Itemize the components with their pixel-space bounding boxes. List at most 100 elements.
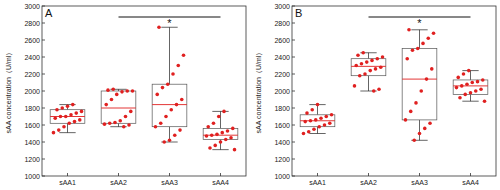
y-tick-label: 2600 (24, 37, 40, 44)
data-point (360, 62, 364, 66)
whisker (470, 71, 471, 80)
data-point (154, 125, 158, 129)
data-point (414, 101, 418, 105)
data-point (409, 110, 413, 114)
data-point (159, 122, 163, 126)
panel-label: A (45, 7, 53, 19)
data-point (178, 128, 182, 132)
whisker-cap (212, 111, 228, 112)
data-point (481, 78, 485, 82)
whisker (368, 76, 369, 91)
data-point (219, 140, 223, 144)
y-tick (42, 159, 45, 160)
data-point (52, 131, 56, 135)
y-tick (292, 91, 295, 92)
median-line (101, 108, 136, 109)
y-tick-label: 2400 (24, 54, 40, 61)
data-point (305, 111, 309, 115)
box (101, 91, 136, 123)
data-point (428, 122, 432, 126)
panel-label: B (295, 7, 302, 19)
data-point (423, 127, 427, 131)
data-point (208, 146, 212, 150)
data-point (418, 132, 422, 136)
whisker (118, 123, 119, 126)
data-point (67, 122, 71, 126)
data-point (416, 47, 420, 51)
y-tick-label: 1200 (274, 156, 290, 163)
data-point (432, 31, 436, 35)
y-tick (42, 108, 45, 109)
data-point (316, 103, 320, 107)
box (402, 49, 437, 120)
data-point (62, 125, 66, 129)
data-point (60, 106, 64, 110)
data-point (356, 54, 360, 58)
y-tick-label: 2800 (274, 20, 290, 27)
whisker (470, 94, 471, 101)
y-tick-label: 1400 (274, 139, 290, 146)
data-point (215, 133, 219, 137)
y-tick-label: 3000 (274, 3, 290, 10)
data-point (419, 89, 423, 93)
data-point (155, 93, 159, 97)
data-point (224, 138, 228, 142)
y-tick (292, 159, 295, 160)
data-point (74, 111, 78, 115)
y-tick-label: 1000 (274, 173, 290, 180)
y-tick-label: 2200 (24, 71, 40, 78)
data-point (212, 122, 216, 126)
data-point (162, 140, 166, 144)
y-tick (42, 91, 45, 92)
data-point (430, 67, 434, 71)
x-tick (470, 173, 471, 176)
y-tick (42, 57, 45, 58)
data-point (226, 129, 230, 133)
marks (300, 28, 488, 142)
x-tick (317, 173, 318, 176)
data-point (213, 144, 217, 148)
data-point (455, 86, 459, 90)
y-tick (292, 142, 295, 143)
data-point (166, 82, 170, 86)
whisker-cap (212, 149, 228, 150)
data-point (483, 99, 487, 103)
data-point (458, 96, 462, 100)
data-point (381, 55, 385, 59)
data-point (411, 48, 415, 52)
data-point (377, 88, 381, 92)
y-tick-label: 1600 (24, 122, 40, 129)
data-point (103, 122, 107, 126)
data-point (425, 77, 429, 81)
y-tick (292, 108, 295, 109)
data-point (53, 116, 57, 120)
data-point (363, 72, 367, 76)
data-point (113, 121, 117, 125)
data-point (407, 28, 411, 32)
x-tick (419, 173, 420, 176)
x-tick (67, 173, 68, 176)
data-point (462, 72, 466, 76)
data-point (59, 115, 63, 119)
x-tick-label: sAA1 (59, 179, 76, 186)
x-tick-label: sAA2 (110, 179, 127, 186)
data-point (55, 108, 59, 112)
x-tick-label: sAA4 (462, 179, 479, 186)
plot-frame (42, 6, 246, 176)
box (152, 84, 187, 127)
data-point (129, 110, 133, 114)
y-tick-label: 1800 (274, 105, 290, 112)
median-line (402, 79, 437, 80)
data-point (469, 91, 473, 95)
data-point (182, 54, 186, 58)
x-tick (169, 173, 170, 176)
data-point (233, 148, 237, 152)
x-tick (118, 173, 119, 176)
data-point (324, 115, 328, 119)
whisker (169, 27, 170, 84)
y-tick-label: 2600 (274, 37, 290, 44)
data-point (180, 98, 184, 102)
data-point (370, 59, 374, 63)
y-tick-label: 2000 (274, 88, 290, 95)
data-point (463, 93, 467, 97)
